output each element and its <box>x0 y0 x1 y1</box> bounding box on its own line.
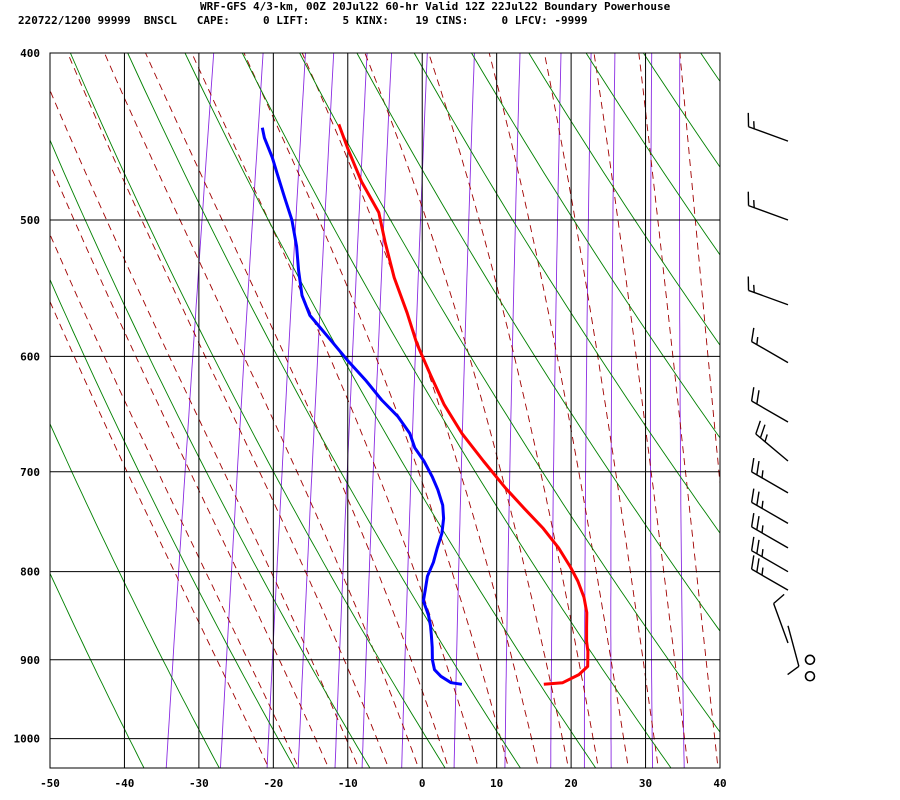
mixing-ratio-line <box>649 53 653 768</box>
dry-adiabat <box>50 572 145 768</box>
moist-adiabat <box>50 300 270 768</box>
moist-adiabat <box>428 53 599 768</box>
wind-barb <box>747 276 789 306</box>
mixing-ratio-line <box>453 53 475 768</box>
y-tick-label: 400 <box>20 47 40 60</box>
moist-adiabats <box>50 53 720 768</box>
mixing-ratio-line <box>504 53 521 768</box>
calm-wind-circle <box>804 654 816 666</box>
x-tick-label: -50 <box>40 777 60 790</box>
wind-barb <box>750 387 789 423</box>
moist-adiabat <box>543 53 659 768</box>
sounding-indices: 220722/1200 99999 BNSCL CAPE: 0 LIFT: 5 … <box>18 14 588 27</box>
wind-barb <box>750 536 789 573</box>
x-tick-label: -20 <box>263 777 283 790</box>
wind-barb <box>755 420 789 462</box>
calm-wind-circle <box>804 670 816 682</box>
x-tick-label: 0 <box>419 777 426 790</box>
wind-barb <box>772 593 789 644</box>
mixing-ratio-line <box>220 53 264 768</box>
x-tick-label: -40 <box>115 777 135 790</box>
moist-adiabat <box>301 53 539 768</box>
dry-adiabat <box>69 53 446 768</box>
y-tick-label: 500 <box>20 214 40 227</box>
wind-barb <box>750 327 789 364</box>
mixing-ratio-line <box>165 53 215 768</box>
mixing-ratio-line <box>266 53 306 768</box>
moist-adiabat <box>679 53 720 489</box>
y-tick-label: 800 <box>20 566 40 579</box>
dry-adiabat <box>127 53 521 768</box>
wind-barb <box>747 112 789 142</box>
moist-adiabat <box>50 163 330 768</box>
x-tick-label: -30 <box>189 777 209 790</box>
y-tick-label: 600 <box>20 350 40 363</box>
dry-adiabat <box>859 34 900 775</box>
moist-adiabat <box>50 89 359 768</box>
dry-adiabat <box>50 422 220 768</box>
dewpoint-line <box>260 127 463 686</box>
moist-adiabat <box>50 233 300 768</box>
axis-ticks: -50 -40 -30 -20 -10 0 10 20 30 40 400 500 600 700 800 9… <box>14 47 727 790</box>
grid <box>49 52 721 769</box>
moist-adiabat <box>638 53 719 768</box>
moist-adiabat <box>488 53 629 768</box>
plot-border <box>49 52 721 769</box>
sounding-series <box>260 123 590 686</box>
dry-adiabat <box>528 53 720 346</box>
x-tick-label: 40 <box>713 777 726 790</box>
y-tick-label: 1000 <box>14 733 41 746</box>
mixing-ratio-line <box>679 53 685 768</box>
x-tick-label: 30 <box>639 777 652 790</box>
moist-adiabat <box>145 53 449 768</box>
dry-adiabats <box>50 34 900 775</box>
dry-adiabat <box>802 34 900 775</box>
moist-adiabat <box>593 53 689 768</box>
mixing-ratio-line <box>334 53 368 768</box>
wind-barb <box>750 457 789 494</box>
y-tick-label: 900 <box>20 654 40 667</box>
wind-barb <box>787 625 800 676</box>
chart-title: WRF-GFS 4/3-km, 00Z 20Jul22 60-hr Valid … <box>200 0 671 13</box>
temperature-line <box>337 123 590 686</box>
dry-adiabat <box>585 53 720 256</box>
mixing-ratio-lines <box>165 53 685 768</box>
mixing-ratio-line <box>550 53 562 768</box>
moist-adiabat <box>191 53 479 768</box>
x-tick-label: 10 <box>490 777 503 790</box>
x-tick-label: 20 <box>564 777 577 790</box>
wind-barbs <box>747 112 816 682</box>
wind-barb <box>747 191 789 221</box>
dry-adiabat <box>745 34 900 775</box>
x-tick-label: -10 <box>338 777 358 790</box>
wind-barb <box>750 513 789 549</box>
wind-barb <box>750 555 789 591</box>
mixing-ratio-line <box>401 53 428 768</box>
y-tick-label: 700 <box>20 466 40 479</box>
moist-adiabat <box>364 53 569 768</box>
wind-barb <box>750 488 789 524</box>
moist-adiabat <box>67 53 389 768</box>
dry-adiabat <box>50 278 296 768</box>
moist-adiabat <box>243 53 509 768</box>
moist-adiabat <box>104 53 419 768</box>
